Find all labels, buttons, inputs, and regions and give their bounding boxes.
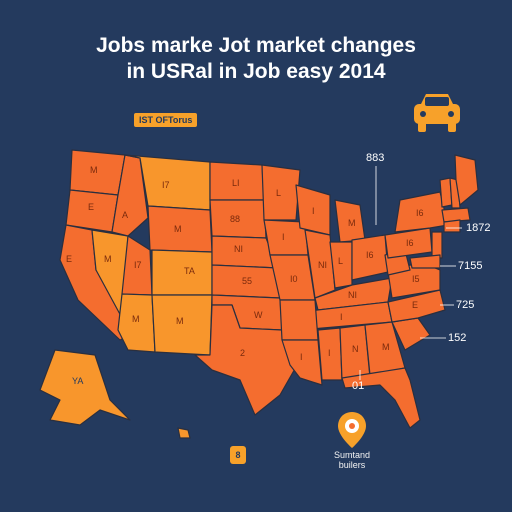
callout-725: 725	[456, 299, 475, 311]
state-label-wa: M	[90, 165, 98, 175]
state-label-nd: LI	[232, 178, 240, 188]
state-ky	[314, 277, 393, 311]
state-label-ia: I	[282, 232, 285, 242]
state-me	[454, 154, 479, 206]
title-line-1: Jobs marke Jot market changes	[96, 34, 416, 57]
state-label-nc: E	[412, 300, 418, 310]
pin-label-line-1: Sumtand	[333, 450, 371, 460]
callout-1872: 1872	[466, 222, 491, 234]
state-tx	[194, 304, 301, 416]
state-label-ky: NI	[348, 290, 357, 300]
state-label-mo: I0	[290, 274, 298, 284]
state-label-ut: I7	[134, 260, 142, 270]
state-label-id: A	[122, 210, 128, 220]
state-label-nm: M	[176, 316, 184, 326]
state-label-az: M	[132, 314, 140, 324]
state-label-co: TA	[184, 266, 195, 276]
location-pin-icon	[338, 412, 366, 448]
state-co	[151, 249, 213, 296]
state-mn	[261, 164, 301, 221]
state-ar	[279, 299, 319, 341]
state-label-mn: L	[276, 188, 281, 198]
state-ak	[39, 349, 131, 426]
car-icon	[414, 94, 460, 132]
state-label-nv: M	[104, 254, 112, 264]
state-label-ok: W	[254, 310, 263, 320]
state-label-wy: M	[174, 224, 182, 234]
state-label-mi: M	[348, 218, 356, 228]
state-label-in: L	[338, 256, 343, 266]
state-label-wi: I	[312, 206, 315, 216]
state-la	[281, 339, 323, 386]
state-az	[117, 293, 156, 353]
callout-152: 152	[448, 332, 467, 344]
state-label-pa: I6	[406, 238, 414, 248]
state-label-ms: I	[328, 348, 331, 358]
state-nj	[431, 231, 443, 259]
pin-label: Sumtand builers	[322, 450, 382, 470]
state-label-ak: YA	[72, 376, 83, 386]
state-label-il: NI	[318, 260, 327, 270]
state-wa	[69, 149, 126, 196]
state-hi	[177, 427, 191, 439]
state-il	[304, 229, 336, 299]
state-label-la: I	[300, 352, 303, 362]
state-ma	[441, 207, 471, 223]
state-label-ca: E	[66, 254, 72, 264]
state-ct	[443, 219, 461, 233]
state-label-ny: I6	[416, 208, 424, 218]
callout-7155: 7155	[458, 260, 483, 272]
state-label-tn: I	[340, 312, 343, 322]
state-label-ks: 55	[242, 276, 252, 286]
state-label-mt: I7	[162, 180, 170, 190]
state-label-ga: M	[382, 342, 390, 352]
state-label-group: M E A I7 LI 88 M NI 55 W 2 TA M M I7 M E…	[66, 165, 424, 386]
state-label-al: N	[352, 344, 359, 354]
state-label-or: E	[88, 202, 94, 212]
small-badge: 8	[230, 446, 246, 464]
state-md	[409, 254, 441, 269]
callout-01: 01	[352, 380, 365, 392]
state-label-tx: 2	[240, 348, 245, 358]
state-ny	[394, 191, 449, 233]
callout-883: 883	[366, 152, 385, 164]
state-fl	[341, 367, 421, 429]
state-label-va: I5	[412, 274, 420, 284]
state-label-ne: NI	[234, 244, 243, 254]
title-line-2: in USRal in Job easy 2014	[126, 60, 386, 83]
state-label-oh: I6	[366, 250, 374, 260]
pin-label-line-2: builers	[338, 460, 366, 470]
legend-badge: IST OFTorus	[134, 113, 198, 127]
state-label-sd: 88	[230, 214, 240, 224]
callout-lines	[359, 166, 462, 380]
